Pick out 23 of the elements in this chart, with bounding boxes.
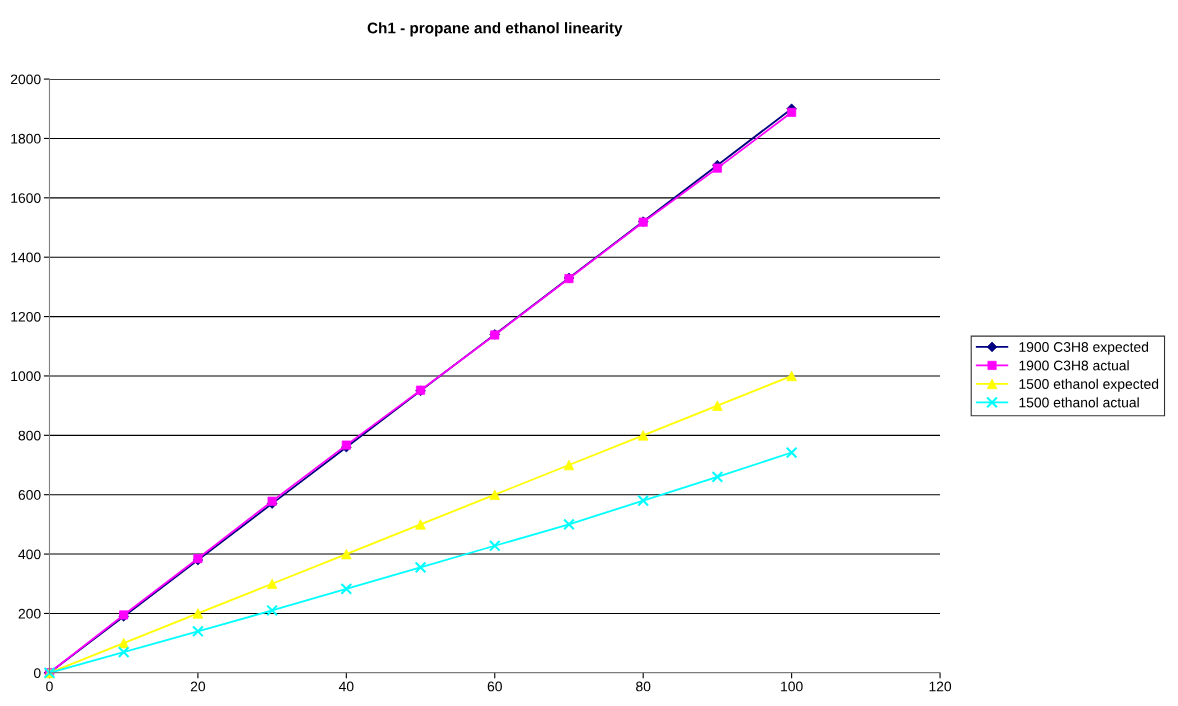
y-tick-label: 1400 — [11, 252, 41, 263]
y-tick-label: 1800 — [11, 133, 41, 144]
y-tick-label: 0 — [33, 668, 41, 678]
legend-label: 1500 ethanol expected — [1019, 378, 1159, 392]
y-tick-label: 200 — [18, 608, 41, 619]
legend-label: 1900 C3H8 expected — [1019, 341, 1149, 355]
y-tick-label: 400 — [18, 549, 41, 560]
x-tick-label: 20 — [190, 681, 206, 692]
x-tick-label: 60 — [487, 681, 502, 692]
x-tick-label: 100 — [781, 681, 803, 692]
y-tick-label: 1000 — [11, 371, 41, 382]
y-tick-label: 1200 — [11, 311, 41, 322]
y-tick-label: 1600 — [11, 193, 41, 203]
y-tick-label: 800 — [18, 430, 41, 441]
legend-label: 1900 C3H8 actual — [1019, 360, 1129, 371]
x-tick-label: 120 — [929, 681, 952, 692]
x-tick-label: 0 — [46, 681, 53, 692]
y-tick-label: 600 — [18, 490, 41, 500]
x-tick-label: 40 — [338, 681, 354, 692]
x-tick-label: 80 — [636, 681, 651, 692]
y-tick-label: 2000 — [10, 74, 41, 85]
chart-title: Ch1 - propane and ethanol linearity — [367, 22, 623, 37]
legend-label: 1500 ethanol actual — [1019, 397, 1139, 408]
